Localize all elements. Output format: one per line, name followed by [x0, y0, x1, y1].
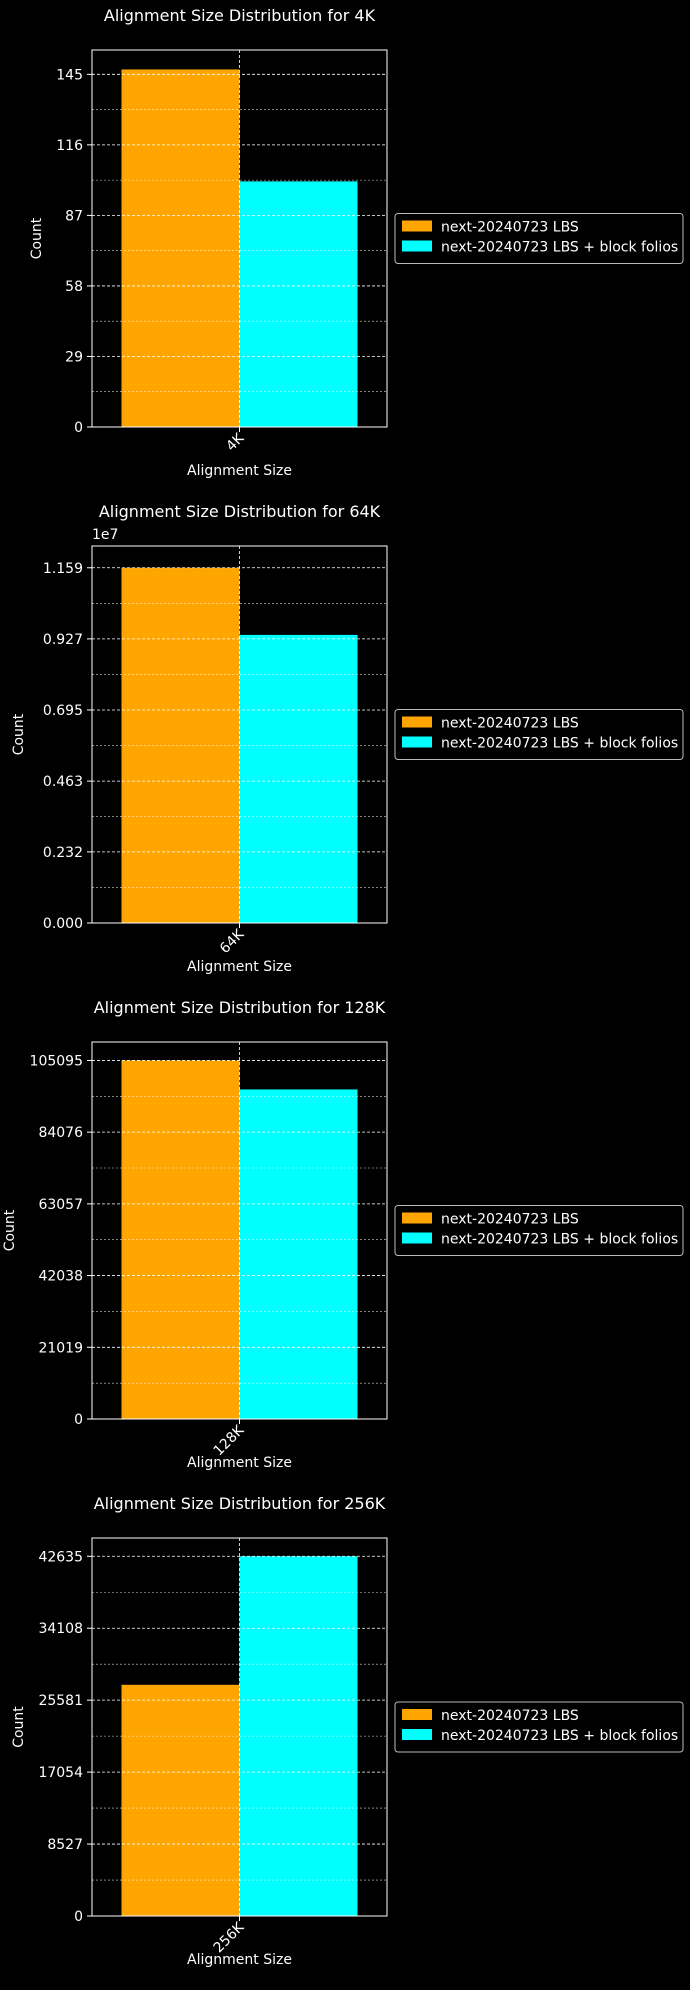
legend-swatch: [402, 220, 432, 232]
bar: [239, 634, 358, 923]
y-tick-label: 8527: [47, 1837, 83, 1853]
chart-panel: Alignment Size Distribution for 4K 0 29 58 8…: [29, 6, 684, 479]
legend-label: next-20240723 LBS + block folios: [441, 1232, 678, 1248]
y-tick-label: 1.159: [43, 561, 83, 577]
legend-box: [394, 709, 684, 760]
chart-title: Alignment Size Distribution for 4K: [104, 6, 376, 25]
y-tick-label: 17054: [38, 1765, 83, 1781]
y-tick-label: 58: [65, 279, 83, 295]
y-tick-label: 42038: [38, 1269, 83, 1285]
y-axis-label: Count: [29, 217, 45, 259]
legend-swatch: [402, 1709, 432, 1720]
y-tick-label: 0: [74, 1909, 83, 1925]
chart-panel: Alignment Size Distribution for 128K 0 210…: [2, 998, 684, 1471]
bar: [239, 181, 358, 427]
legend-box: [394, 1205, 684, 1256]
chart-title: Alignment Size Distribution for 128K: [94, 998, 386, 1017]
y-tick-label: 105095: [30, 1053, 83, 1069]
legend-swatch: [402, 1212, 432, 1224]
y-tick-label: 34108: [38, 1621, 83, 1637]
bar: [121, 1684, 240, 1916]
legend: next-20240723 LBS next-20240723 LBS + blo…: [394, 213, 684, 264]
legend: next-20240723 LBS next-20240723 LBS + blo…: [394, 1205, 684, 1256]
x-tick-label: 64K: [217, 926, 248, 957]
grid: [92, 50, 387, 427]
y-tick-label: 0.000: [43, 916, 83, 932]
legend-label: next-20240723 LBS + block folios: [441, 1728, 678, 1744]
legend: next-20240723 LBS next-20240723 LBS + blo…: [394, 1701, 684, 1753]
chart-title: Alignment Size Distribution for 256K: [94, 1494, 386, 1513]
grid: [92, 1042, 387, 1419]
x-axis-label: Alignment Size: [187, 959, 292, 975]
y-tick-label: 0: [74, 420, 83, 436]
x-tick-label: 4K: [223, 430, 248, 455]
y-tick-label: 25581: [38, 1693, 83, 1709]
legend-swatch: [402, 736, 432, 748]
legend-swatch: [402, 240, 432, 252]
x-tick-label: 256K: [211, 1919, 248, 1956]
x-axis-label: Alignment Size: [187, 1952, 292, 1968]
y-tick-label: 116: [56, 138, 83, 154]
y-axis-label: Count: [11, 713, 27, 755]
legend-box: [394, 213, 684, 264]
legend-label: next-20240723 LBS + block folios: [441, 736, 678, 752]
grid: [92, 546, 387, 923]
legend-swatch: [402, 716, 432, 728]
x-axis-label: Alignment Size: [187, 463, 292, 479]
legend-label: next-20240723 LBS + block folios: [441, 240, 678, 256]
y-tick-label: 42635: [38, 1549, 83, 1565]
legend-label: next-20240723 LBS: [441, 220, 579, 236]
bar: [121, 69, 240, 427]
y-tick-label: 145: [56, 67, 83, 83]
legend: next-20240723 LBS next-20240723 LBS + blo…: [394, 709, 684, 760]
y-axis-label: Count: [11, 1706, 27, 1748]
legend-swatch: [402, 1232, 432, 1244]
y-tick-label: 87: [65, 208, 83, 224]
chart-panel: Alignment Size Distribution for 64K 0.000…: [11, 502, 684, 975]
y-tick-label: 0.463: [43, 774, 83, 790]
legend-label: next-20240723 LBS: [441, 716, 579, 732]
y-tick-label: 0.927: [43, 632, 83, 648]
legend-swatch: [402, 1729, 432, 1740]
y-tick-label: 84076: [38, 1125, 83, 1141]
legend-box: [394, 1701, 684, 1753]
legend-label: next-20240723 LBS: [441, 1708, 579, 1724]
legend-label: next-20240723 LBS: [441, 1212, 579, 1228]
chart-panel: Alignment Size Distribution for 256K 0 852…: [11, 1494, 684, 1968]
y-tick-label: 0.695: [43, 703, 83, 719]
y-axis-label: Count: [2, 1209, 18, 1251]
y-offset-text: 1e7: [92, 527, 118, 543]
y-tick-label: 0: [74, 1412, 83, 1428]
bar: [239, 1089, 358, 1419]
y-tick-label: 0.232: [43, 845, 83, 861]
y-tick-label: 63057: [38, 1197, 83, 1213]
chart-title: Alignment Size Distribution for 64K: [99, 502, 381, 521]
grid: [92, 1538, 387, 1916]
y-tick-label: 29: [65, 349, 83, 365]
y-tick-label: 21019: [38, 1340, 83, 1356]
x-axis-label: Alignment Size: [187, 1455, 292, 1471]
x-tick-label: 128K: [211, 1422, 248, 1459]
